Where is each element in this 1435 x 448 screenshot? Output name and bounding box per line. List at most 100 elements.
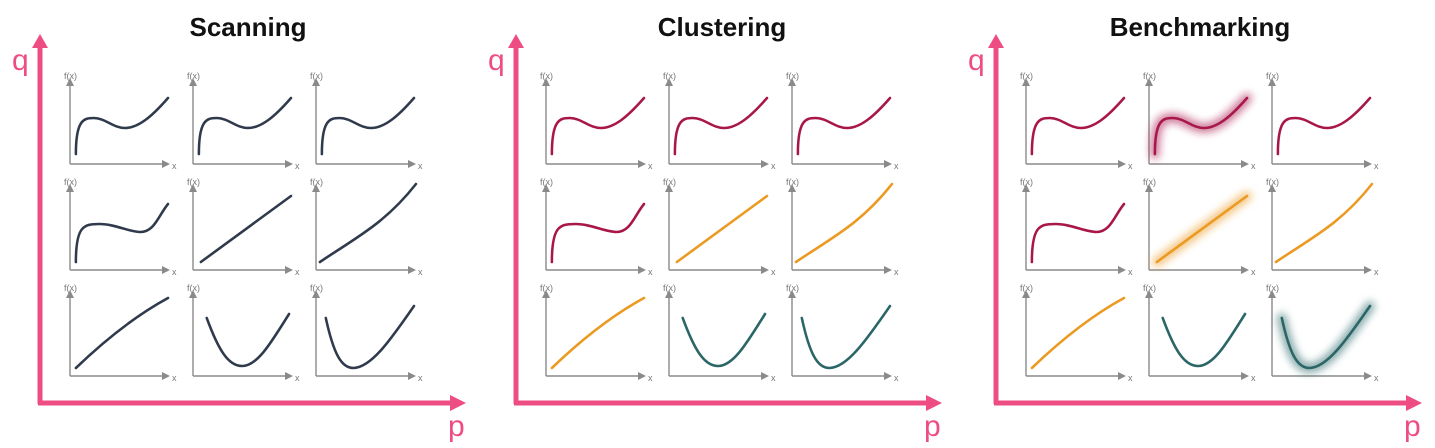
mini-plot: f(x) x (540, 177, 653, 277)
mini-y-arrowhead (189, 184, 197, 192)
mini-y-arrowhead (665, 78, 673, 86)
function-curve-convex (794, 182, 894, 264)
mini-fx-label: f(x) (786, 177, 799, 187)
panel-title: Benchmarking (1110, 12, 1291, 42)
mini-x-label: x (771, 161, 776, 171)
mini-x-arrowhead (638, 266, 646, 274)
mini-y-arrowhead (189, 78, 197, 86)
mini-fx-label: f(x) (663, 283, 676, 293)
mini-x-label: x (1251, 161, 1256, 171)
mini-fx-label: f(x) (1266, 283, 1279, 293)
mini-fx-label: f(x) (1266, 177, 1279, 187)
mini-fx-label: f(x) (1020, 71, 1033, 81)
panels-layer: Scanning q p f(x) x f(x) x f(x) x f(x) x f(x) x f(x) x… (12, 12, 1422, 443)
mini-y-arrowhead (66, 78, 74, 86)
mini-x-label: x (1251, 373, 1256, 383)
function-curve-valley (1161, 312, 1247, 368)
function-curve-valley (205, 312, 291, 368)
panel-title: Clustering (658, 12, 787, 42)
mini-y-arrowhead (312, 78, 320, 86)
mini-x-arrowhead (1364, 372, 1372, 380)
p-axis-label: p (924, 410, 941, 443)
mini-x-arrowhead (638, 372, 646, 380)
mini-y-arrowhead (1022, 290, 1030, 298)
mini-fx-label: f(x) (64, 283, 77, 293)
mini-fx-label: f(x) (1020, 177, 1033, 187)
mini-plot: f(x) x (663, 283, 776, 383)
function-curve-line (675, 194, 769, 264)
mini-x-arrowhead (285, 372, 293, 380)
mini-x-arrowhead (162, 160, 170, 168)
mini-x-arrowhead (1118, 160, 1126, 168)
function-curve-wave2 (550, 202, 646, 264)
mini-y-arrowhead (312, 184, 320, 192)
mini-x-label: x (1251, 267, 1256, 277)
mini-x-arrowhead (884, 160, 892, 168)
mini-y-arrowhead (788, 290, 796, 298)
mini-x-label: x (172, 267, 177, 277)
mini-x-label: x (1374, 161, 1379, 171)
mini-x-label: x (648, 161, 653, 171)
function-curve-valley (681, 312, 767, 368)
mini-fx-label: f(x) (187, 177, 200, 187)
mini-x-label: x (648, 373, 653, 383)
mini-x-label: x (1374, 373, 1379, 383)
mini-x-label: x (295, 161, 300, 171)
function-curve-wave2 (74, 202, 170, 264)
mini-plot: f(x) x (540, 283, 653, 383)
mini-x-label: x (295, 267, 300, 277)
mini-x-label: x (771, 267, 776, 277)
mini-plot: f(x) x (540, 71, 653, 171)
mini-x-label: x (172, 373, 177, 383)
function-curve-valley2 (800, 304, 892, 370)
p-axis-arrowhead (450, 395, 466, 411)
mini-plot: f(x) x (786, 71, 899, 171)
q-axis-arrowhead (508, 34, 524, 48)
mini-x-arrowhead (162, 372, 170, 380)
mini-plot: f(x) x (187, 71, 300, 171)
mini-y-arrowhead (66, 290, 74, 298)
mini-plot: f(x) x (64, 283, 177, 383)
mini-fx-label: f(x) (310, 71, 323, 81)
mini-fx-label: f(x) (1266, 71, 1279, 81)
mini-fx-label: f(x) (187, 283, 200, 293)
mini-plot: f(x) x (310, 283, 423, 383)
mini-y-arrowhead (542, 78, 550, 86)
q-axis-label: q (968, 44, 985, 77)
mini-x-label: x (418, 161, 423, 171)
mini-plot: f(x) x (1266, 71, 1379, 171)
mini-plot: f(x) x (786, 283, 899, 383)
mini-plot: f(x) x (786, 177, 899, 277)
mini-fx-label: f(x) (786, 283, 799, 293)
mini-y-arrowhead (1268, 290, 1276, 298)
mini-fx-label: f(x) (1143, 177, 1156, 187)
mini-fx-label: f(x) (64, 71, 77, 81)
mini-x-label: x (771, 373, 776, 383)
mini-y-arrowhead (665, 290, 673, 298)
mini-x-arrowhead (884, 372, 892, 380)
mini-x-label: x (418, 373, 423, 383)
function-curve-wave (320, 96, 416, 156)
mini-y-arrowhead (1145, 184, 1153, 192)
mini-fx-label: f(x) (786, 71, 799, 81)
highlight-glow (1149, 93, 1252, 159)
mini-x-arrowhead (1241, 266, 1249, 274)
mini-x-arrowhead (408, 160, 416, 168)
mini-y-arrowhead (1268, 184, 1276, 192)
mini-x-arrowhead (638, 160, 646, 168)
mini-plot: f(x) x (64, 71, 177, 171)
mini-x-label: x (1374, 267, 1379, 277)
mini-plot: f(x) x (1143, 283, 1256, 383)
mini-x-label: x (894, 267, 899, 277)
mini-x-arrowhead (285, 160, 293, 168)
panel-benchmarking: Benchmarkingqpf(x)xf(x)xf(x)xf(x)xf(x)xf… (968, 12, 1422, 443)
function-curve-concave (550, 296, 646, 370)
mini-y-arrowhead (1268, 78, 1276, 86)
mini-x-arrowhead (761, 266, 769, 274)
mini-y-arrowhead (1145, 290, 1153, 298)
function-curve-wave (796, 96, 892, 156)
mini-fx-label: f(x) (663, 177, 676, 187)
mini-plot: f(x) x (1266, 177, 1379, 277)
mini-fx-label: f(x) (1143, 71, 1156, 81)
mini-x-label: x (894, 161, 899, 171)
